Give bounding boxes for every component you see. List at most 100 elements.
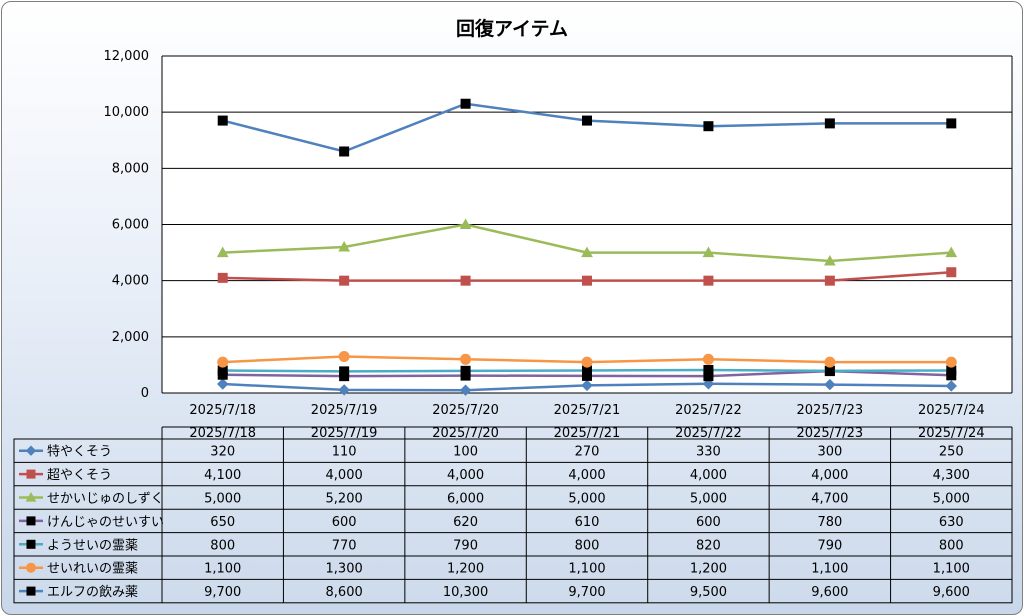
data-point (26, 562, 36, 573)
data-point (581, 379, 593, 392)
x-tick-label: 2025/7/22 (675, 403, 742, 418)
table-cell: 5,000 (933, 492, 970, 507)
legend-key (19, 469, 43, 479)
data-point (25, 491, 37, 502)
y-tick-label: 4,000 (112, 274, 149, 289)
data-point (460, 98, 471, 109)
table-cell: 4,300 (933, 468, 970, 483)
data-point (339, 275, 350, 286)
legend-key (19, 516, 43, 526)
data-point (460, 275, 471, 286)
table-cell: 1,200 (690, 562, 727, 577)
legend-series-name: 特やくそう (47, 445, 112, 460)
data-point (702, 246, 715, 258)
table-cell: 790 (453, 538, 478, 553)
table-cell: 300 (817, 445, 842, 460)
table-cell: 5,000 (568, 492, 605, 507)
legend-series-name: ようせいの霊薬 (47, 538, 138, 553)
table-cell: 100 (453, 445, 478, 460)
table-cell: 800 (939, 538, 964, 553)
table-cell: 780 (817, 515, 842, 530)
table-cell: 5,200 (326, 492, 363, 507)
y-tick-label: 12,000 (104, 49, 150, 64)
x-tick-label: 2025/7/19 (311, 403, 378, 418)
legend-series-name: せかいじゅのしずく (47, 492, 164, 507)
table-cell: 330 (696, 445, 721, 460)
legend-series-name: エルフの飲み薬 (47, 584, 138, 600)
legend-key (19, 491, 43, 502)
table-cell: 9,700 (568, 585, 605, 600)
table-cell: 1,200 (447, 562, 484, 577)
data-point (824, 378, 836, 391)
legend-key (19, 562, 43, 573)
table-header-cell: 2025/7/21 (554, 426, 621, 441)
series-6 (217, 350, 957, 368)
data-point (26, 539, 36, 549)
table-cell: 5,000 (204, 492, 241, 507)
table-cell: 4,000 (326, 468, 363, 483)
table-cell: 610 (575, 515, 600, 530)
data-point (217, 115, 228, 126)
table-cell: 1,100 (933, 562, 970, 577)
table-cell: 320 (210, 445, 235, 460)
table-header-cell: 2025/7/18 (189, 426, 256, 441)
x-tick-label: 2025/7/24 (918, 403, 985, 418)
data-point (824, 275, 835, 286)
series-2 (217, 267, 957, 286)
data-point (946, 267, 957, 278)
data-point (25, 445, 37, 456)
series-7 (217, 98, 957, 157)
table-cell: 270 (575, 445, 600, 460)
y-tick-label: 6,000 (112, 218, 149, 233)
y-tick-label: 10,000 (104, 105, 150, 120)
data-point (702, 378, 715, 390)
table-cell: 4,700 (811, 492, 848, 507)
table-cell: 9,600 (811, 585, 848, 600)
data-table (13, 438, 1013, 604)
data-point (702, 353, 714, 365)
data-point (581, 246, 593, 258)
data-point (217, 356, 229, 368)
x-tick-label: 2025/7/21 (554, 403, 621, 418)
data-point (217, 272, 228, 283)
table-cell: 1,100 (811, 562, 848, 577)
x-tick-label: 2025/7/20 (432, 403, 499, 418)
table-cell: 250 (939, 445, 964, 460)
table-cell: 1,100 (568, 562, 605, 577)
table-cell: 4,000 (447, 468, 484, 483)
data-point (582, 275, 592, 286)
legend-series-name: 超やくそう (47, 468, 112, 483)
data-point (26, 469, 36, 479)
table-header-cell: 2025/7/20 (432, 426, 499, 441)
data-point (703, 275, 714, 286)
legend-series-name: けんじゃのせいすい (47, 515, 164, 530)
data-point (945, 380, 957, 392)
table-cell: 790 (817, 538, 842, 553)
table-cell: 800 (575, 538, 600, 553)
table-cell: 110 (332, 445, 357, 460)
data-point (217, 378, 229, 390)
table-cell: 9,500 (690, 585, 727, 600)
table-cell: 620 (453, 515, 478, 530)
data-point (459, 384, 472, 396)
x-tick-label: 2025/7/23 (797, 403, 864, 418)
legend-key (19, 586, 43, 596)
data-point (824, 365, 835, 376)
table-cell: 1,300 (326, 562, 363, 577)
y-tick-label: 0 (141, 386, 149, 401)
table-header-cell: 2025/7/24 (918, 426, 985, 441)
table-cell: 9,700 (204, 585, 241, 600)
data-point (824, 356, 836, 368)
table-cell: 650 (210, 515, 235, 530)
data-point (581, 356, 593, 368)
data-point (338, 350, 350, 362)
data-point (946, 118, 957, 129)
data-point (703, 364, 714, 375)
data-point (338, 240, 350, 252)
data-point (339, 146, 350, 157)
series-3 (216, 218, 958, 266)
legend-key (19, 445, 43, 456)
data-point (945, 356, 957, 368)
data-point (824, 254, 836, 266)
